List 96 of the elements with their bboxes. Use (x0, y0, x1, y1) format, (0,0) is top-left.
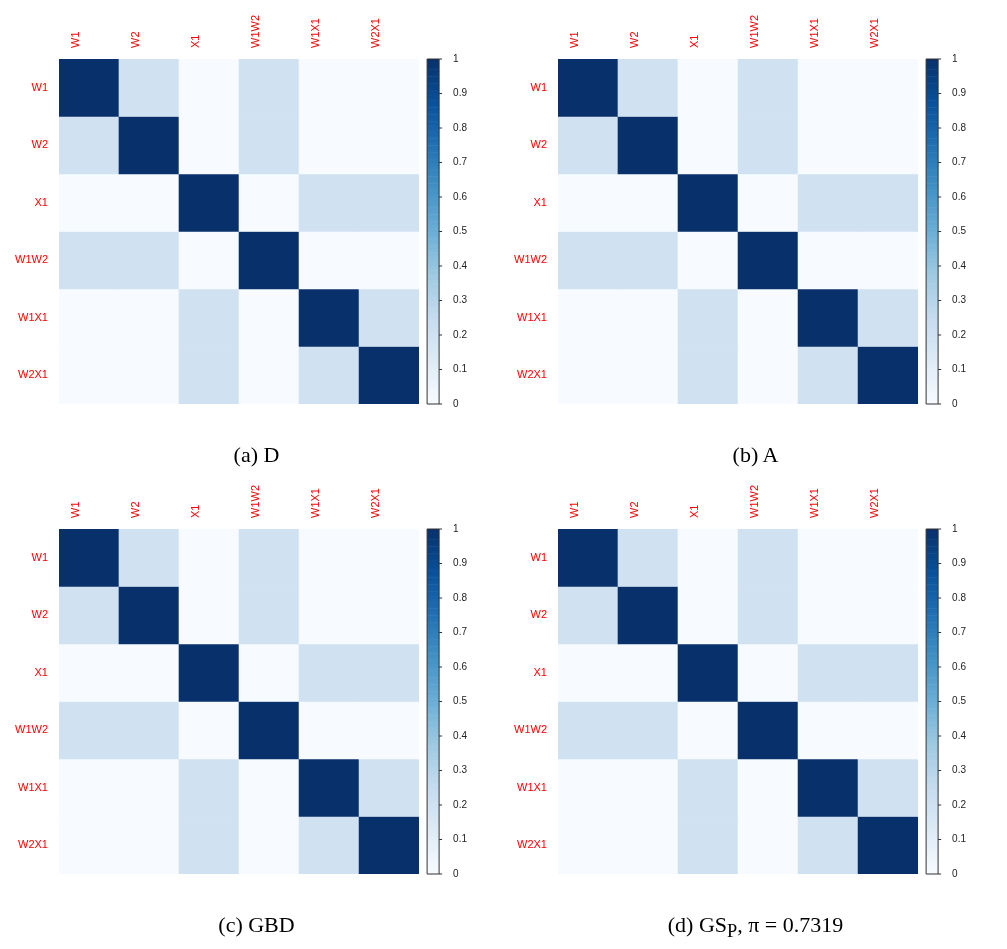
x-tick-label: W1W2 (248, 485, 261, 518)
color-bar-label: 0.5 (952, 225, 967, 237)
color-bar-label: 0.1 (952, 363, 967, 375)
y-tick-label: W1X1 (517, 780, 547, 793)
y-tick-label: W1X1 (517, 310, 547, 323)
y-tick-label: X1 (34, 665, 48, 678)
y-tick-label: W1W2 (15, 253, 48, 266)
color-bar-label: 0.6 (453, 190, 468, 202)
y-tick-label: X1 (533, 195, 547, 208)
y-tick-label: W2X1 (517, 368, 547, 381)
x-tick-label: W1 (68, 501, 81, 518)
x-tick-label: W1X1 (807, 18, 820, 48)
x-tick-label: X1 (687, 504, 700, 518)
x-tick-label: X1 (687, 34, 700, 48)
color-bar-label: 0.7 (453, 156, 468, 168)
color-bar-label: 0 (453, 397, 460, 409)
y-tick-label: W1 (530, 550, 547, 563)
x-tick-label: X1 (188, 34, 201, 48)
x-tick-label: W1W2 (747, 485, 760, 518)
color-bar-label: 0.2 (453, 328, 468, 340)
x-tick-label: W1 (68, 31, 81, 48)
color-bar-label: 0.3 (952, 764, 967, 776)
x-tick-label: W1X1 (807, 488, 820, 518)
y-tick-label: W1 (31, 550, 48, 563)
x-tick-label: W2 (128, 501, 141, 518)
text: (d) GS$_{P}$, π = 0.7319 (666, 912, 845, 943)
color-bar-label: 1 (952, 522, 959, 534)
x-tick-label: W2X1 (368, 18, 381, 48)
color-bar-label: 0.9 (453, 87, 468, 99)
color-bar-label: 0.9 (952, 557, 967, 569)
color-bar-label: 0.8 (453, 121, 468, 133)
color-bar-label: 0.1 (453, 363, 468, 375)
x-tick-label: W1X1 (308, 18, 321, 48)
color-bar-label: 0.2 (952, 328, 967, 340)
color-bar-label: 0.2 (453, 798, 468, 810)
color-bar-label: 0.6 (952, 190, 967, 202)
x-tick-label: W2 (627, 501, 640, 518)
color-bar-label: 0.4 (453, 729, 468, 741)
y-tick-label: W1W2 (514, 723, 547, 736)
color-bar-label: 0.6 (952, 660, 967, 672)
color-bar-label: 0.4 (453, 259, 468, 271)
y-tick-label: W1W2 (514, 253, 547, 266)
x-tick-label: W2X1 (867, 18, 880, 48)
y-tick-label: W2 (31, 608, 48, 621)
y-tick-label: W1W2 (15, 723, 48, 736)
y-tick-label: W2 (530, 138, 547, 151)
y-tick-label: W1X1 (18, 780, 48, 793)
color-bar-label: 0.2 (952, 798, 967, 810)
color-bar-label: 0.5 (453, 225, 468, 237)
color-bar-label: 0.4 (952, 729, 967, 741)
color-bar-label: 1 (952, 52, 959, 64)
x-tick-label: X1 (188, 504, 201, 518)
color-bar-label: 0 (453, 867, 460, 879)
text: (b) A (731, 442, 780, 468)
color-bar-label: 0.1 (952, 833, 967, 845)
color-bar-label: 0.7 (952, 626, 967, 638)
x-tick-label: W1W2 (747, 15, 760, 48)
color-bar-label: 0.1 (453, 833, 468, 845)
x-tick-label: W2X1 (867, 488, 880, 518)
y-tick-label: W2X1 (18, 838, 48, 851)
color-bar-label: 0.4 (952, 259, 967, 271)
y-tick-label: W2 (31, 138, 48, 151)
color-bar-label: 0.8 (952, 121, 967, 133)
y-tick-label: W1X1 (18, 310, 48, 323)
x-tick-label: W1 (567, 501, 580, 518)
y-tick-label: W2X1 (517, 838, 547, 851)
x-tick-label: W1 (567, 31, 580, 48)
color-bar-label: 0.7 (453, 626, 468, 638)
color-bar-label: 0.9 (952, 87, 967, 99)
color-bar-label: 0 (952, 397, 959, 409)
color-bar-label: 0.5 (453, 695, 468, 707)
x-tick-label: W2X1 (368, 488, 381, 518)
y-tick-label: W2X1 (18, 368, 48, 381)
color-bar-label: 0.5 (952, 695, 967, 707)
color-bar-label: 0.8 (453, 591, 468, 603)
text: (a) D (232, 442, 281, 468)
color-bar-label: 0.8 (952, 591, 967, 603)
color-bar-label: 0 (952, 867, 959, 879)
y-tick-label: X1 (533, 665, 547, 678)
color-bar-label: 0.6 (453, 660, 468, 672)
y-tick-label: X1 (34, 195, 48, 208)
color-bar-label: 0.3 (952, 294, 967, 306)
x-tick-label: W2 (627, 31, 640, 48)
y-tick-label: W1 (31, 80, 48, 93)
color-bar-label: 1 (453, 522, 460, 534)
y-tick-label: W1 (530, 80, 547, 93)
color-bar-label: 0.7 (952, 156, 967, 168)
text: (c) GBD (217, 912, 296, 938)
color-bar-label: 1 (453, 52, 460, 64)
x-tick-label: W2 (128, 31, 141, 48)
x-tick-label: W1W2 (248, 15, 261, 48)
color-bar-label: 0.3 (453, 764, 468, 776)
x-tick-label: W1X1 (308, 488, 321, 518)
y-tick-label: W2 (530, 608, 547, 621)
color-bar-label: 0.3 (453, 294, 468, 306)
color-bar-label: 0.9 (453, 557, 468, 569)
